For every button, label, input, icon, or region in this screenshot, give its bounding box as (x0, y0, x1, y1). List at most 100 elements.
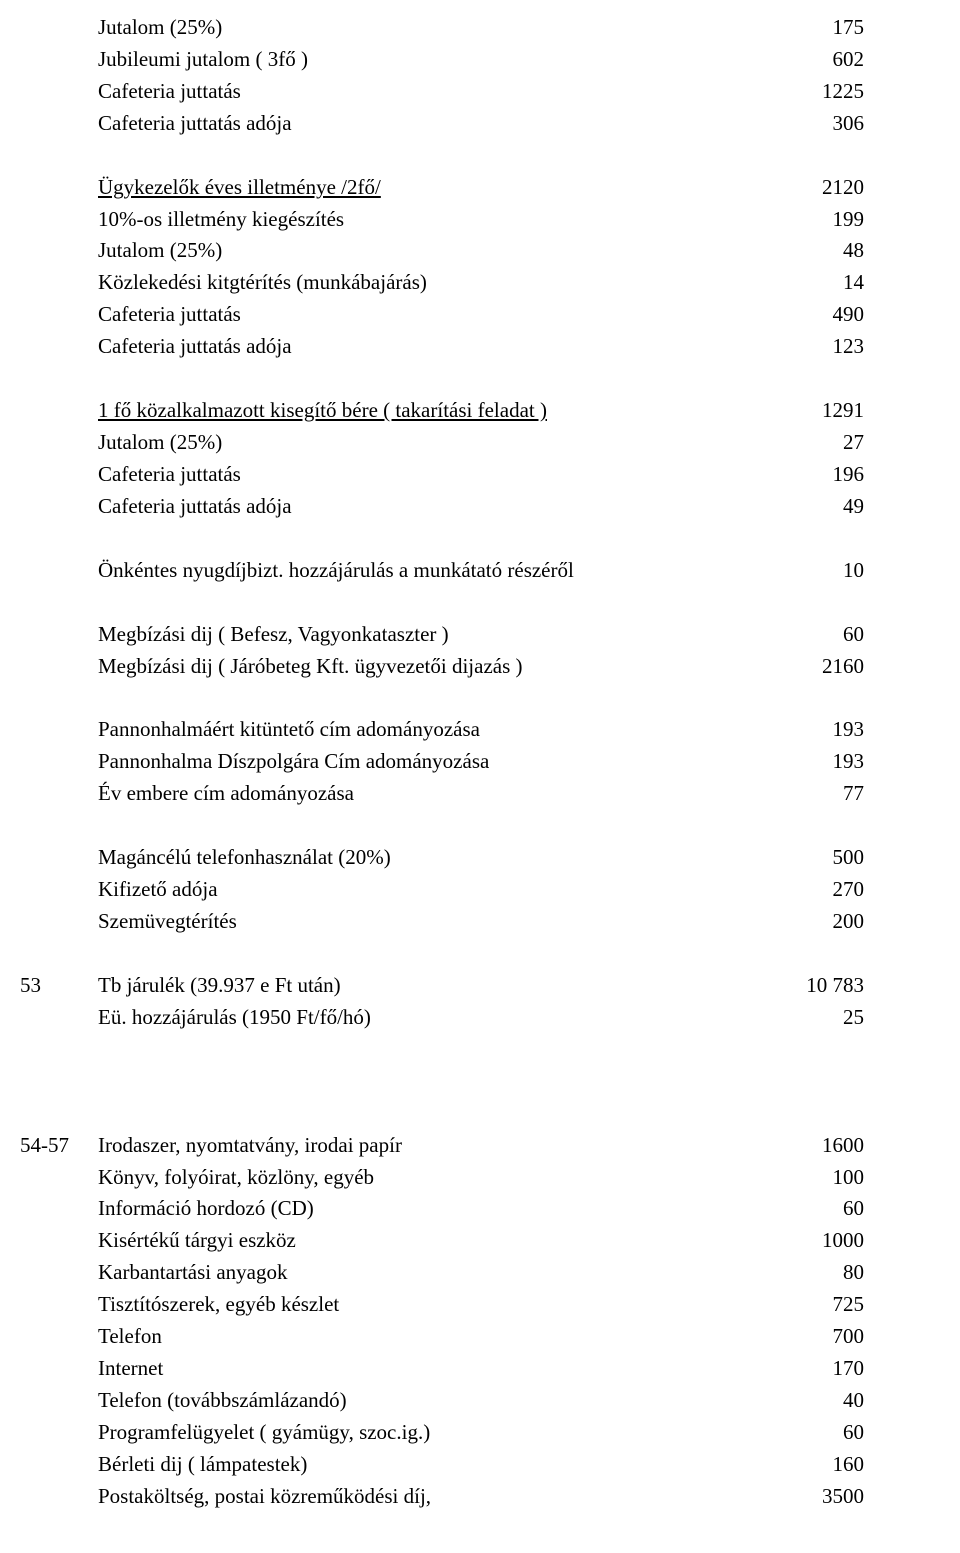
line-item: Információ hordozó (CD) 60 (20, 1193, 864, 1225)
line-item: Cafeteria juttatás adója 49 (20, 491, 864, 523)
line-item: Telefon (továbbszámlázandó)40 (20, 1385, 864, 1417)
item-value: 306 (833, 108, 865, 140)
item-label: Szemüvegtérítés (98, 906, 237, 938)
line-item: Bérleti dij ( lámpatestek) 160 (20, 1449, 864, 1481)
item-value: 27 (843, 427, 864, 459)
item-value: 602 (833, 44, 865, 76)
line-item: Közlekedési kitgtérítés (munkábajárás) 14 (20, 267, 864, 299)
line-item: Eü. hozzájárulás (1950 Ft/fő/hó) 25 (20, 1002, 864, 1034)
line-item: Megbízási dij ( Befesz, Vagyonkataszter … (20, 619, 864, 651)
item-label: Jutalom (25%) (98, 235, 222, 267)
item-label: Év embere cím adományozása (98, 778, 354, 810)
line-item: 54-57Irodaszer, nyomtatvány, irodai papí… (20, 1130, 864, 1162)
line-item: Cafeteria juttatás 1225 (20, 76, 864, 108)
item-label: Internet (98, 1353, 163, 1385)
item-code: 54-57 (20, 1130, 98, 1162)
item-label: Eü. hozzájárulás (1950 Ft/fő/hó) (98, 1002, 371, 1034)
item-label: Kisértékű tárgyi eszköz (98, 1225, 296, 1257)
item-label: Megbízási dij ( Befesz, Vagyonkataszter … (98, 619, 449, 651)
item-label: Irodaszer, nyomtatvány, irodai papír (98, 1130, 402, 1162)
item-value: 2160 (822, 651, 864, 683)
line-item: Pannonhalmáért kitüntető cím adományozás… (20, 714, 864, 746)
item-value: 1600 (822, 1130, 864, 1162)
line-item: Cafeteria juttatás196 (20, 459, 864, 491)
item-label: 10%-os illetmény kiegészítés (98, 204, 344, 236)
line-item: Internet 170 (20, 1353, 864, 1385)
line-item: Cafeteria juttatás adója 306 (20, 108, 864, 140)
item-label: Információ hordozó (CD) (98, 1193, 314, 1225)
item-label: Karbantartási anyagok (98, 1257, 288, 1289)
line-item: Jubileumi jutalom ( 3fő ) 602 (20, 44, 864, 76)
line-item: Telefon700 (20, 1321, 864, 1353)
line-item: Kisértékű tárgyi eszköz 1000 (20, 1225, 864, 1257)
item-label: Cafeteria juttatás (98, 76, 241, 108)
line-item: Jutalom (25%) 48 (20, 235, 864, 267)
line-item: Év embere cím adományozása 77 (20, 778, 864, 810)
line-item: Programfelügyelet ( gyámügy, szoc.ig.)60 (20, 1417, 864, 1449)
line-item: Könyv, folyóirat, közlöny, egyéb 100 (20, 1162, 864, 1194)
item-value: 2120 (822, 172, 864, 204)
item-label: Jutalom (25%) (98, 427, 222, 459)
item-label: Jubileumi jutalom ( 3fő ) (98, 44, 308, 76)
item-label: Önkéntes nyugdíjbizt. hozzájárulás a mun… (98, 555, 574, 587)
line-item: Postaköltség, postai közreműködési díj, 3… (20, 1481, 864, 1513)
item-value: 490 (833, 299, 865, 331)
item-value: 1225 (822, 76, 864, 108)
item-value: 123 (833, 331, 865, 363)
item-label: Jutalom (25%) (98, 12, 222, 44)
item-value: 100 (833, 1162, 865, 1194)
item-value: 700 (833, 1321, 865, 1353)
item-value: 14 (843, 267, 864, 299)
item-value: 500 (833, 842, 865, 874)
item-label: Megbízási dij ( Járóbeteg Kft. ügyvezető… (98, 651, 523, 683)
item-value: 1000 (822, 1225, 864, 1257)
item-value: 49 (843, 491, 864, 523)
line-item: Pannonhalma Díszpolgára Cím adományozása… (20, 746, 864, 778)
document-body: Jutalom (25%)175Jubileumi jutalom ( 3fő … (20, 12, 864, 1513)
item-label: Bérleti dij ( lámpatestek) (98, 1449, 307, 1481)
item-value: 3500 (822, 1481, 864, 1513)
item-value: 193 (833, 746, 865, 778)
item-label: Cafeteria juttatás (98, 459, 241, 491)
item-value: 40 (843, 1385, 864, 1417)
line-item: Kifizető adója 270 (20, 874, 864, 906)
item-value: 170 (833, 1353, 865, 1385)
line-item: Jutalom (25%)175 (20, 12, 864, 44)
item-value: 60 (843, 1193, 864, 1225)
item-label: Könyv, folyóirat, közlöny, egyéb (98, 1162, 374, 1194)
item-value: 200 (833, 906, 865, 938)
line-item: Cafeteria juttatás 490 (20, 299, 864, 331)
item-value: 48 (843, 235, 864, 267)
line-item: Önkéntes nyugdíjbizt. hozzájárulás a mun… (20, 555, 864, 587)
item-value: 193 (833, 714, 865, 746)
item-label: Cafeteria juttatás adója (98, 108, 292, 140)
item-label: Kifizető adója (98, 874, 218, 906)
line-item: 10%-os illetmény kiegészítés 199 (20, 204, 864, 236)
item-value: 160 (833, 1449, 865, 1481)
item-value: 80 (843, 1257, 864, 1289)
item-label: Magáncélú telefonhasználat (20%) (98, 842, 391, 874)
item-value: 77 (843, 778, 864, 810)
line-item: Ügykezelők éves illetménye /2fő/2120 (20, 172, 864, 204)
item-label: Postaköltség, postai közreműködési díj, (98, 1481, 431, 1513)
item-value: 725 (833, 1289, 865, 1321)
item-value: 199 (833, 204, 865, 236)
line-item: Tisztítószerek, egyéb készlet725 (20, 1289, 864, 1321)
line-item: 53Tb járulék (39.937 e Ft után)10 783 (20, 970, 864, 1002)
item-label: Cafeteria juttatás (98, 299, 241, 331)
item-value: 25 (843, 1002, 864, 1034)
item-label: Pannonhalma Díszpolgára Cím adományozása (98, 746, 489, 778)
line-item: 1 fő közalkalmazott kisegítő bére ( taka… (20, 395, 864, 427)
line-item: Szemüvegtérítés 200 (20, 906, 864, 938)
item-value: 60 (843, 1417, 864, 1449)
item-label: Cafeteria juttatás adója (98, 491, 292, 523)
item-value: 270 (833, 874, 865, 906)
item-label: Ügykezelők éves illetménye /2fő/ (98, 172, 381, 204)
item-label: Pannonhalmáért kitüntető cím adományozás… (98, 714, 480, 746)
item-label: Cafeteria juttatás adója (98, 331, 292, 363)
item-value: 60 (843, 619, 864, 651)
item-label: 1 fő közalkalmazott kisegítő bére ( taka… (98, 395, 547, 427)
item-label: Tb járulék (39.937 e Ft után) (98, 970, 341, 1002)
item-label: Közlekedési kitgtérítés (munkábajárás) (98, 267, 427, 299)
line-item: Jutalom (25%) 27 (20, 427, 864, 459)
